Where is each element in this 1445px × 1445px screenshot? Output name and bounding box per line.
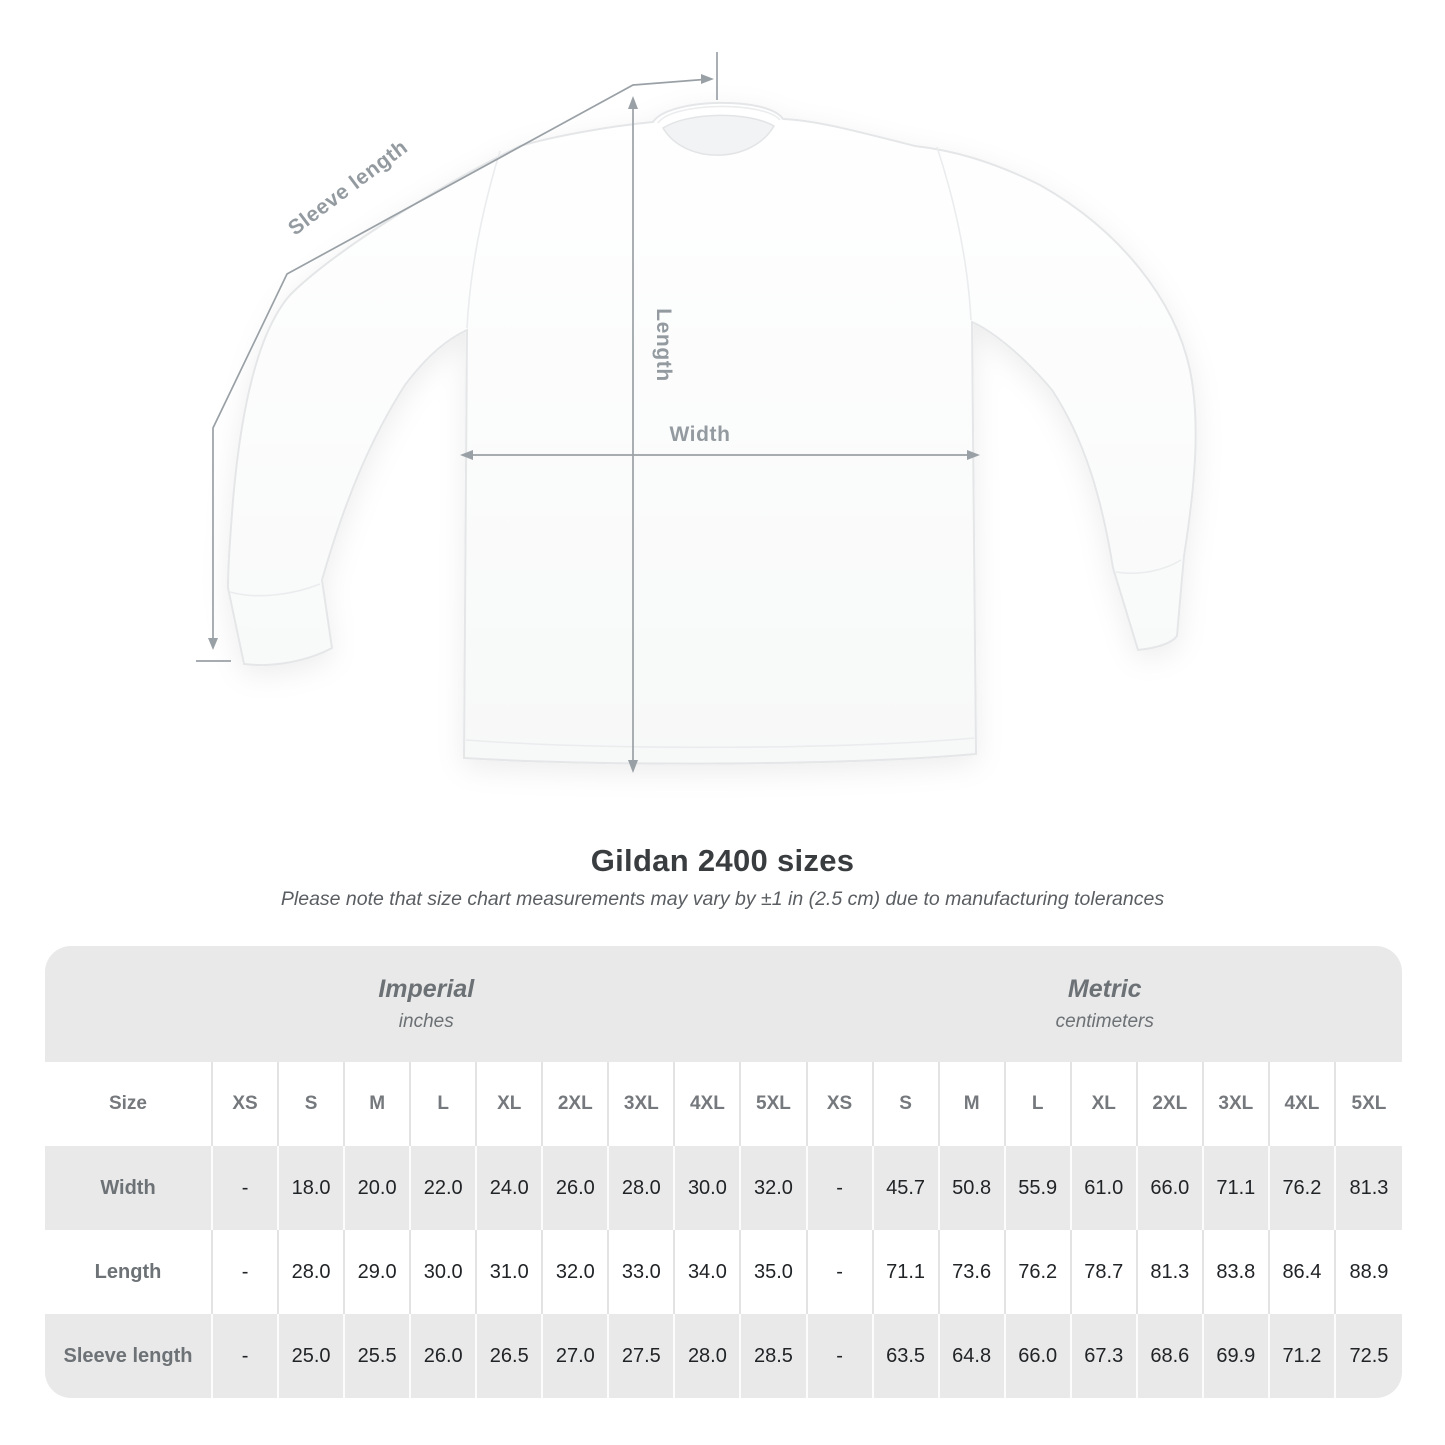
table-row-width: Width - 18.0 20.0 22.0 24.0 26.0 28.0 30… bbox=[45, 1146, 1402, 1230]
value-cell: 28.5 bbox=[741, 1314, 808, 1398]
value-cell: 45.7 bbox=[873, 1146, 940, 1230]
value-cell: 88.9 bbox=[1335, 1230, 1402, 1314]
length-label: Length bbox=[652, 308, 675, 382]
size-col-header: 2XL bbox=[1137, 1062, 1204, 1146]
value-cell: 72.5 bbox=[1335, 1314, 1402, 1398]
collar bbox=[661, 114, 776, 156]
size-col-header: XS bbox=[807, 1062, 874, 1146]
size-col-header: 4XL bbox=[1269, 1062, 1336, 1146]
value-cell: 68.6 bbox=[1137, 1314, 1204, 1398]
metric-group-header: Metric centimeters bbox=[808, 946, 1403, 1062]
long-sleeve-shirt-illustration bbox=[226, 101, 1197, 765]
imperial-title: Imperial bbox=[378, 975, 475, 1003]
value-cell: 20.0 bbox=[345, 1146, 412, 1230]
size-header-row: Size XS S M L XL 2XL 3XL 4XL 5XL XS S M … bbox=[45, 1062, 1402, 1146]
value-cell: 55.9 bbox=[1005, 1146, 1072, 1230]
value-cell: 28.0 bbox=[609, 1146, 676, 1230]
size-col-header: 4XL bbox=[675, 1062, 742, 1146]
value-cell: 30.0 bbox=[675, 1146, 742, 1230]
size-col-header: M bbox=[345, 1062, 412, 1146]
value-cell: - bbox=[213, 1146, 280, 1230]
size-col-header: M bbox=[939, 1062, 1006, 1146]
value-cell: - bbox=[807, 1230, 874, 1314]
value-cell: 27.0 bbox=[543, 1314, 610, 1398]
metric-title: Metric bbox=[1067, 975, 1142, 1003]
size-col-header: XL bbox=[1071, 1062, 1138, 1146]
metric-unit: centimeters bbox=[1055, 1011, 1154, 1032]
size-col-header: L bbox=[1005, 1062, 1072, 1146]
value-cell: 26.0 bbox=[543, 1146, 610, 1230]
page-title: Gildan 2400 sizes bbox=[590, 843, 855, 878]
table-row-length: Length - 28.0 29.0 30.0 31.0 32.0 33.0 3… bbox=[45, 1230, 1402, 1314]
row-label-sleeve-length: Sleeve length bbox=[45, 1314, 213, 1398]
value-cell: 27.5 bbox=[609, 1314, 676, 1398]
value-cell: 81.3 bbox=[1137, 1230, 1204, 1314]
value-cell: 50.8 bbox=[939, 1146, 1006, 1230]
value-cell: 63.5 bbox=[873, 1314, 940, 1398]
value-cell: 25.5 bbox=[345, 1314, 412, 1398]
value-cell: 71.2 bbox=[1269, 1314, 1336, 1398]
size-header-label: Size bbox=[45, 1062, 213, 1146]
imperial-group-header: Imperial inches bbox=[45, 946, 808, 1062]
row-label-length: Length bbox=[45, 1230, 213, 1314]
value-cell: 28.0 bbox=[279, 1230, 346, 1314]
size-col-header: S bbox=[873, 1062, 940, 1146]
unit-band: Imperial inches Metric centimeters bbox=[45, 946, 1402, 1062]
value-cell: 34.0 bbox=[675, 1230, 742, 1314]
value-cell: 25.0 bbox=[279, 1314, 346, 1398]
value-cell: 64.8 bbox=[939, 1314, 1006, 1398]
value-cell: - bbox=[213, 1314, 280, 1398]
size-col-header: XL bbox=[477, 1062, 544, 1146]
value-cell: 78.7 bbox=[1071, 1230, 1138, 1314]
size-col-header: 2XL bbox=[543, 1062, 610, 1146]
value-cell: 35.0 bbox=[741, 1230, 808, 1314]
size-col-header: L bbox=[411, 1062, 478, 1146]
value-cell: 66.0 bbox=[1005, 1314, 1072, 1398]
value-cell: 61.0 bbox=[1071, 1146, 1138, 1230]
value-cell: 18.0 bbox=[279, 1146, 346, 1230]
value-cell: 71.1 bbox=[873, 1230, 940, 1314]
value-cell: 32.0 bbox=[741, 1146, 808, 1230]
value-cell: 26.0 bbox=[411, 1314, 478, 1398]
imperial-unit: inches bbox=[398, 1011, 454, 1032]
width-measure: Width bbox=[460, 423, 980, 460]
value-cell: 81.3 bbox=[1335, 1146, 1402, 1230]
size-col-header: 5XL bbox=[741, 1062, 808, 1146]
shirt-measurement-diagram: Sleeve length Length Width bbox=[196, 52, 1197, 773]
value-cell: 83.8 bbox=[1203, 1230, 1270, 1314]
value-cell: - bbox=[807, 1314, 874, 1398]
size-col-header: XS bbox=[213, 1062, 280, 1146]
size-col-header: 3XL bbox=[609, 1062, 676, 1146]
row-label-width: Width bbox=[45, 1146, 213, 1230]
title-block: Gildan 2400 sizes Please note that size … bbox=[0, 843, 1445, 911]
value-cell: 31.0 bbox=[477, 1230, 544, 1314]
value-cell: 71.1 bbox=[1203, 1146, 1270, 1230]
value-cell: 73.6 bbox=[939, 1230, 1006, 1314]
width-label: Width bbox=[669, 423, 730, 446]
value-cell: 28.0 bbox=[675, 1314, 742, 1398]
value-cell: 30.0 bbox=[411, 1230, 478, 1314]
value-cell: 26.5 bbox=[477, 1314, 544, 1398]
value-cell: 29.0 bbox=[345, 1230, 412, 1314]
size-col-header: 3XL bbox=[1203, 1062, 1270, 1146]
value-cell: - bbox=[213, 1230, 280, 1314]
value-cell: 66.0 bbox=[1137, 1146, 1204, 1230]
size-col-header: S bbox=[279, 1062, 346, 1146]
value-cell: 76.2 bbox=[1005, 1230, 1072, 1314]
page-subtitle: Please note that size chart measurements… bbox=[280, 888, 1165, 910]
value-cell: 33.0 bbox=[609, 1230, 676, 1314]
value-cell: 67.3 bbox=[1071, 1314, 1138, 1398]
value-cell: 69.9 bbox=[1203, 1314, 1270, 1398]
size-table: Imperial inches Metric centimeters Size … bbox=[45, 946, 1402, 1398]
value-cell: 76.2 bbox=[1269, 1146, 1336, 1230]
value-cell: 24.0 bbox=[477, 1146, 544, 1230]
value-cell: 22.0 bbox=[411, 1146, 478, 1230]
value-cell: 86.4 bbox=[1269, 1230, 1336, 1314]
value-cell: - bbox=[807, 1146, 874, 1230]
value-cell: 32.0 bbox=[543, 1230, 610, 1314]
table-row-sleeve-length: Sleeve length - 25.0 25.5 26.0 26.5 27.0… bbox=[45, 1314, 1402, 1398]
length-measure: Length bbox=[628, 96, 675, 773]
size-col-header: 5XL bbox=[1335, 1062, 1402, 1146]
